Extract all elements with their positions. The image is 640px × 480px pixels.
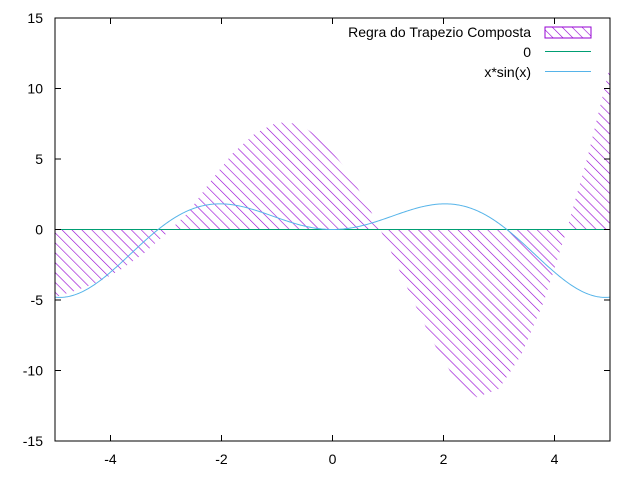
y-tick-label: 15: [27, 10, 43, 26]
y-tick-label: -10: [23, 363, 43, 379]
x-tick-label: -2: [215, 451, 228, 467]
x-tick-label: 0: [329, 451, 337, 467]
x-tick-label: 2: [440, 451, 448, 467]
legend-label-zero: 0: [523, 44, 531, 60]
legend-label-trapezoid: Regra do Trapezio Composta: [348, 24, 531, 40]
y-tick-label: 5: [35, 151, 43, 167]
plot-area: [54, 65, 611, 398]
legend-swatch-trapezoid: [544, 26, 592, 39]
y-tick-label: 10: [27, 81, 43, 97]
axes: -4 -2 0 2 4 -15 -10 -5 0 5 10 15: [23, 10, 610, 467]
legend: Regra do Trapezio Composta 0 x*sin(x): [348, 24, 592, 80]
x-tick-label: -4: [104, 451, 117, 467]
y-tick-label: -5: [31, 292, 44, 308]
trapezoid-area: [55, 65, 610, 398]
y-tick-label: -15: [23, 433, 43, 449]
y-tick-label: 0: [35, 222, 43, 238]
curve-x-sin-x: [54, 203, 611, 298]
legend-label-curve: x*sin(x): [484, 64, 531, 80]
x-tick-label: 4: [551, 451, 559, 467]
